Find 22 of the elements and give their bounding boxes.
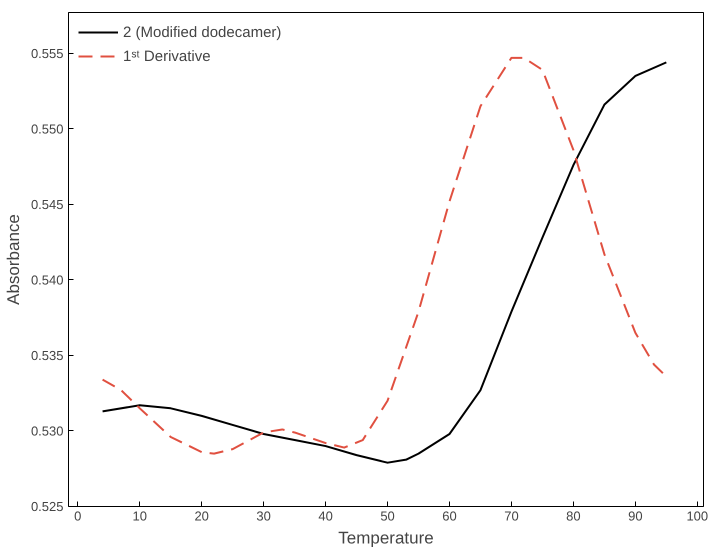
y-tick-label: 0.555 xyxy=(30,46,64,61)
y-tick-label: 0.525 xyxy=(30,499,64,514)
y-tick-label: 0.545 xyxy=(30,196,64,212)
x-tick-label: 60 xyxy=(442,508,457,524)
legend-label: 1ˢᵗ Derivative xyxy=(123,48,211,64)
x-tick-label: 90 xyxy=(628,508,643,524)
y-tick-label: 0.530 xyxy=(30,423,64,438)
x-tick-label: 100 xyxy=(686,508,708,524)
x-tick-label: 20 xyxy=(194,508,209,524)
x-tick-label: 40 xyxy=(318,508,333,524)
x-axis-title: Temperature xyxy=(338,528,434,548)
legend-label: 2 (Modified dodecamer) xyxy=(123,24,282,40)
y-tick-label: 0.550 xyxy=(30,121,64,136)
x-tick-label: 0 xyxy=(74,508,82,524)
x-tick-label: 30 xyxy=(256,508,271,524)
y-tick-label: 0.540 xyxy=(30,272,64,288)
x-tick-label: 70 xyxy=(504,508,519,524)
x-tick-label: 10 xyxy=(132,508,147,524)
x-tick-label: 80 xyxy=(566,508,581,524)
y-axis-title: Absorbance xyxy=(4,214,23,305)
x-tick-label: 50 xyxy=(380,508,395,524)
y-tick-label: 0.535 xyxy=(30,348,64,363)
